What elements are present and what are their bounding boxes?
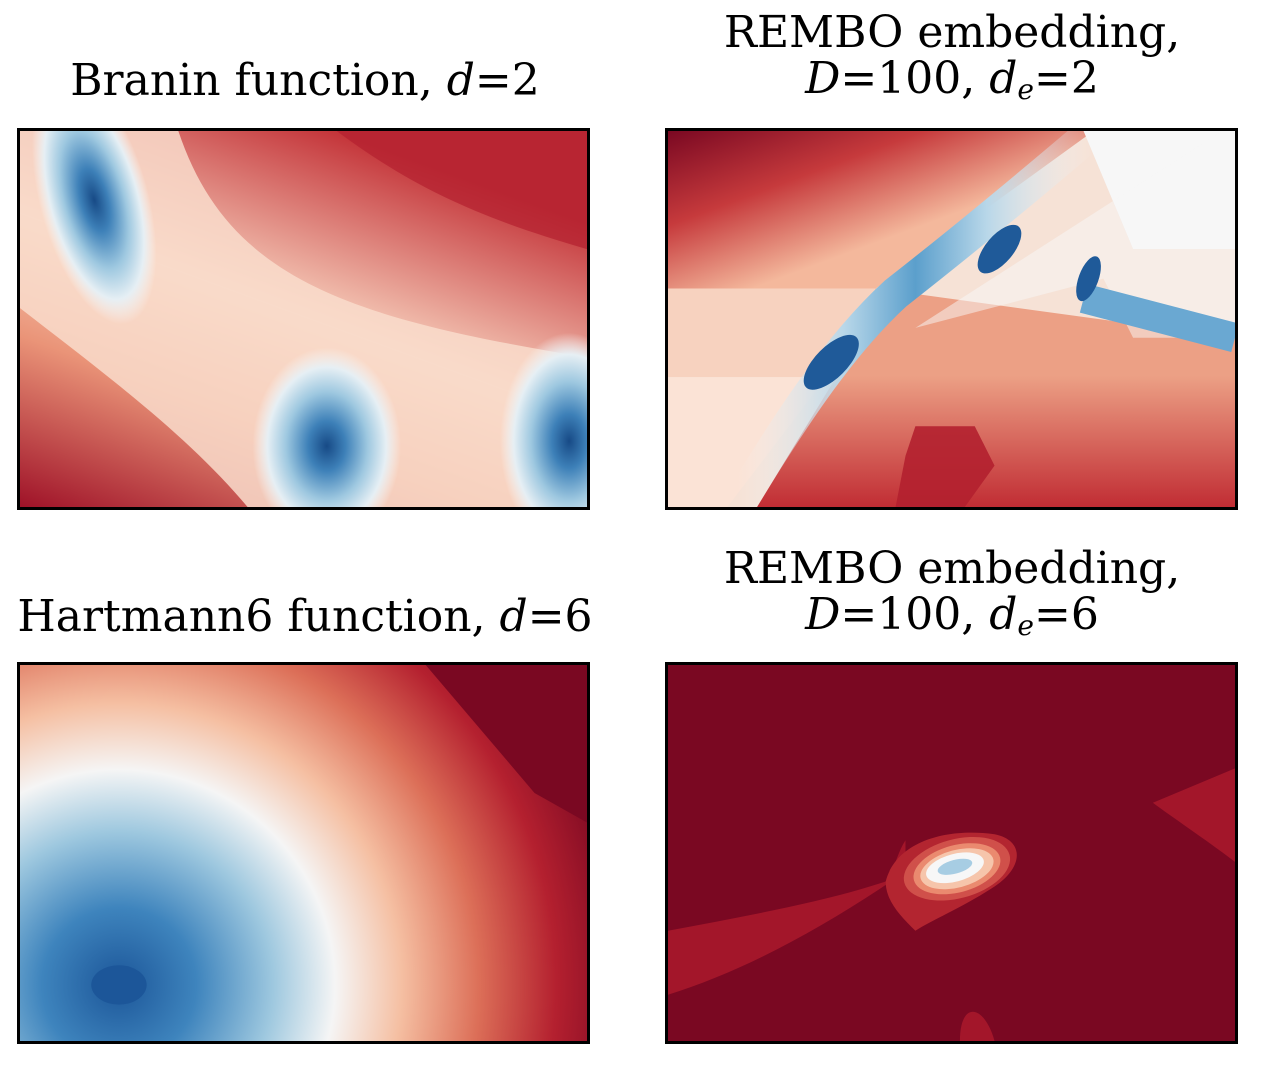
hartmann-minimum xyxy=(91,965,147,1005)
rembo6-title-eq2: =6 xyxy=(1033,589,1099,640)
rembo2-plot xyxy=(665,128,1238,510)
rembo2-heatmap xyxy=(668,131,1235,507)
branin-minimum-1 xyxy=(31,131,157,325)
rembo2-minimum-2 xyxy=(977,224,1022,274)
branin-title: Branin function, d=2 xyxy=(5,58,605,104)
rembo6-title-line2: D=100, de=6 xyxy=(652,589,1252,640)
rembo2-minimum-3 xyxy=(1076,256,1101,302)
rembo2-minimum-1 xyxy=(803,334,859,390)
rembo2-title-var2: d xyxy=(989,53,1018,104)
rembo2-title-line2: D=100, de=2 xyxy=(652,53,1252,104)
rembo2-title-eq1: =100, xyxy=(840,53,990,104)
branin-plot xyxy=(17,128,590,510)
hartmann-title-eq: =6 xyxy=(527,591,593,642)
rembo6-title-line1: REMBO embedding, xyxy=(723,543,1181,594)
hartmann-title-name: Hartmann6 function, xyxy=(17,591,500,642)
branin-title-name: Branin function, xyxy=(70,55,447,106)
hartmann-plot xyxy=(17,662,590,1044)
branin-title-var: d xyxy=(446,55,475,106)
rembo6-title-var2: d xyxy=(989,589,1018,640)
hartmann-title-var: d xyxy=(499,591,528,642)
branin-minimum-3 xyxy=(499,332,587,507)
rembo6-title-eq1: =100, xyxy=(840,589,990,640)
rembo6-title-var1: D xyxy=(805,589,841,640)
hartmann-title: Hartmann6 function, d=6 xyxy=(5,594,605,640)
branin-minimum-2 xyxy=(252,347,401,507)
rembo6-plot xyxy=(665,662,1238,1044)
rembo2-title-eq2: =2 xyxy=(1033,53,1099,104)
rembo6-title-sub2: e xyxy=(1017,609,1034,642)
rembo2-title-line1: REMBO embedding, xyxy=(723,7,1181,58)
branin-heatmap xyxy=(20,131,587,507)
rembo2-title-sub2: e xyxy=(1017,73,1034,106)
rembo2-title: REMBO embedding, D=100, de=2 xyxy=(652,7,1252,104)
rembo6-title: REMBO embedding, D=100, de=6 xyxy=(652,543,1252,640)
branin-title-eq: =2 xyxy=(474,55,540,106)
rembo6-heatmap xyxy=(668,665,1235,1041)
hartmann-heatmap xyxy=(20,665,587,1041)
rembo2-title-var1: D xyxy=(805,53,841,104)
rembo6-peak-center xyxy=(937,858,973,875)
